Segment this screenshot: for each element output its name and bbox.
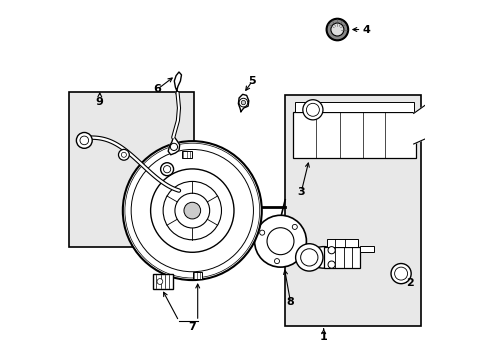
Circle shape <box>292 224 297 229</box>
Circle shape <box>80 136 88 145</box>
Circle shape <box>163 166 170 173</box>
Circle shape <box>170 143 177 150</box>
Text: 8: 8 <box>286 297 294 307</box>
FancyBboxPatch shape <box>192 271 202 279</box>
Bar <box>359 246 373 252</box>
Circle shape <box>175 193 209 228</box>
Polygon shape <box>174 72 181 94</box>
Circle shape <box>327 247 335 254</box>
Circle shape <box>330 23 343 36</box>
Circle shape <box>259 230 264 235</box>
Text: 4: 4 <box>362 24 370 35</box>
Circle shape <box>394 267 407 280</box>
Text: 9: 9 <box>96 97 103 107</box>
Circle shape <box>160 163 173 176</box>
Ellipse shape <box>309 247 337 268</box>
Circle shape <box>274 258 279 264</box>
Circle shape <box>266 228 293 255</box>
Text: 7: 7 <box>188 321 196 332</box>
Bar <box>323 247 359 268</box>
Circle shape <box>183 202 200 219</box>
Bar <box>284 95 420 326</box>
Circle shape <box>131 149 253 272</box>
Circle shape <box>254 215 306 267</box>
Circle shape <box>241 100 245 105</box>
Circle shape <box>302 100 322 120</box>
Polygon shape <box>168 137 179 155</box>
Circle shape <box>122 141 261 280</box>
Polygon shape <box>238 94 248 112</box>
Circle shape <box>327 261 335 268</box>
Text: 1: 1 <box>319 332 327 342</box>
Circle shape <box>306 103 319 116</box>
Bar <box>294 102 413 112</box>
Text: 6: 6 <box>153 84 161 94</box>
Circle shape <box>326 19 347 40</box>
Circle shape <box>300 249 317 266</box>
Bar <box>326 239 357 247</box>
Text: 5: 5 <box>248 76 256 86</box>
FancyBboxPatch shape <box>182 151 191 158</box>
Circle shape <box>390 264 410 284</box>
Circle shape <box>121 152 126 157</box>
Circle shape <box>150 169 234 252</box>
Circle shape <box>239 98 247 107</box>
Bar <box>292 112 415 158</box>
Circle shape <box>157 279 163 284</box>
Circle shape <box>295 244 322 271</box>
Bar <box>69 92 194 247</box>
Text: 3: 3 <box>297 186 305 197</box>
Bar <box>152 274 172 289</box>
Circle shape <box>76 132 92 148</box>
Text: 2: 2 <box>406 278 413 288</box>
Circle shape <box>118 149 129 160</box>
Polygon shape <box>413 104 436 144</box>
Circle shape <box>163 181 221 240</box>
